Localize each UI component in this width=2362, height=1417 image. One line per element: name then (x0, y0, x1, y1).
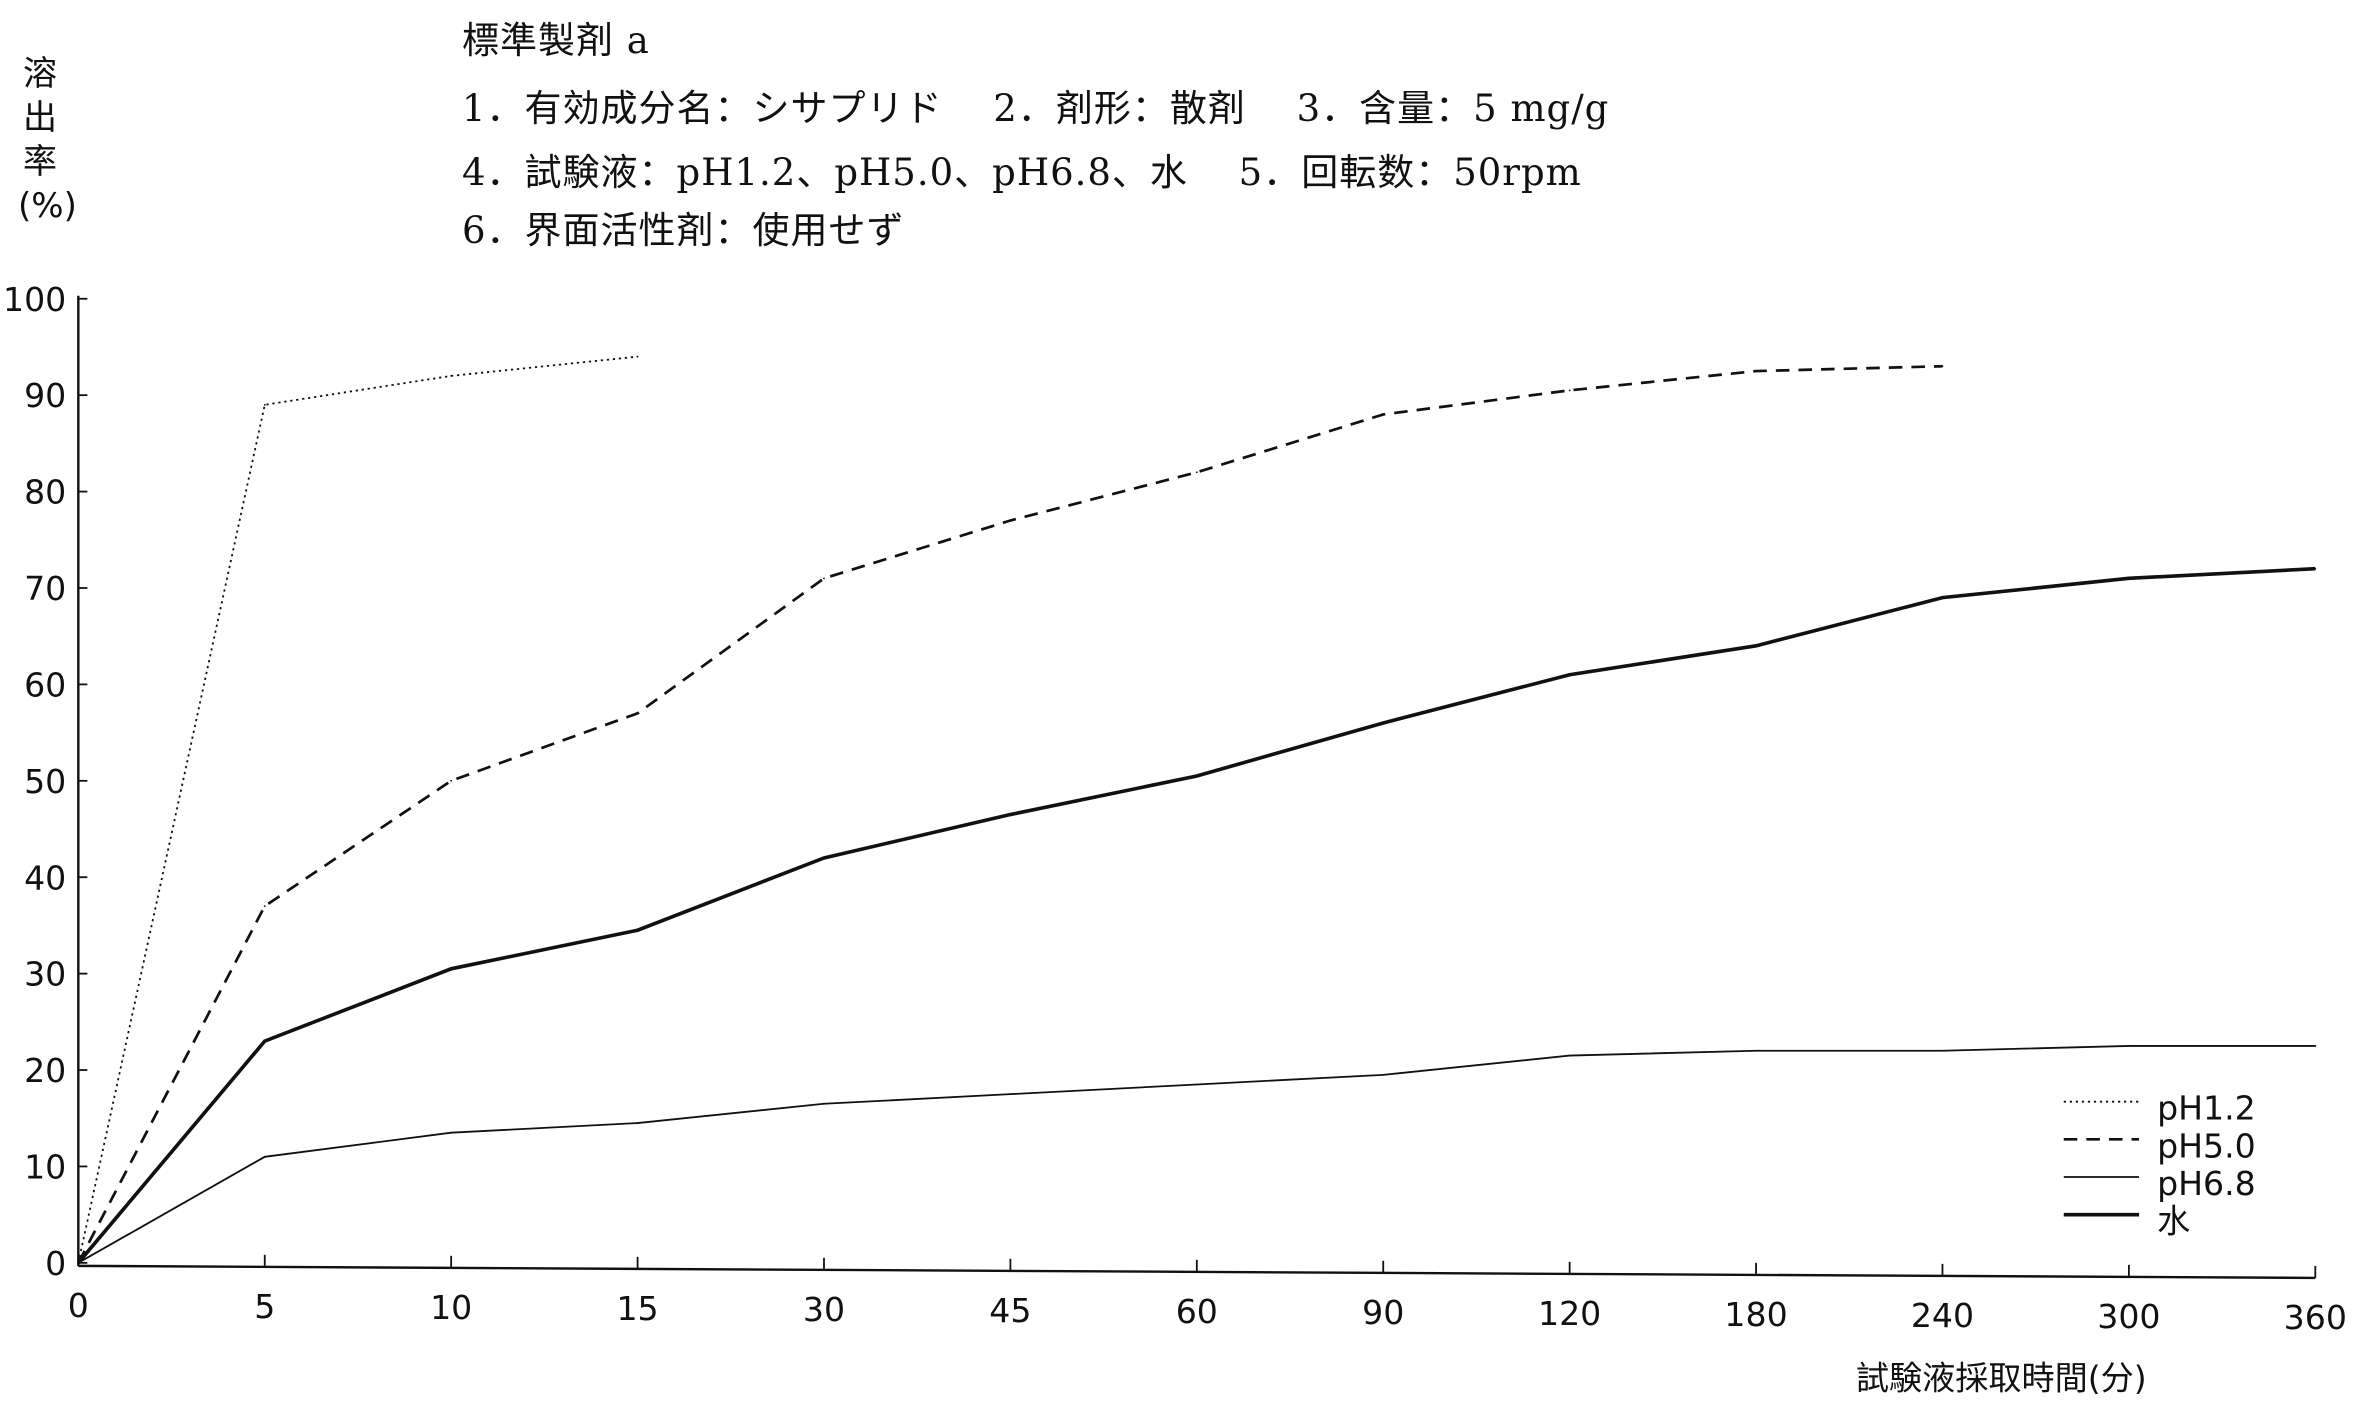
data-point (1382, 413, 1385, 416)
y-tick-label: 100 (3, 280, 66, 319)
x-tick-label: 45 (989, 1291, 1031, 1330)
y-tick-label: 10 (24, 1147, 66, 1186)
data-point (823, 857, 825, 859)
data-point (450, 1131, 453, 1134)
data-point (2314, 567, 2317, 570)
data-point (1195, 1083, 1198, 1086)
data-point (1568, 389, 1571, 392)
x-axis-label: 試験液採取時間(分) (1856, 1358, 2147, 1397)
data-point (636, 355, 639, 358)
x-tick-label: 120 (1538, 1294, 1601, 1333)
data-point (450, 374, 453, 377)
data-point (1755, 644, 1757, 647)
x-tick-label: 180 (1724, 1295, 1787, 1334)
y-tick-label: 0 (45, 1244, 66, 1283)
x-tick-label: 15 (616, 1289, 658, 1328)
y-tick-label: 50 (24, 762, 66, 801)
x-tick-label: 30 (803, 1290, 845, 1329)
y-tick-label: 80 (24, 473, 66, 512)
data-point (263, 1040, 266, 1043)
x-tick-label: 0 (68, 1286, 89, 1325)
x-tick-label: 90 (1362, 1293, 1404, 1332)
data-point (1382, 1073, 1385, 1076)
data-point (450, 779, 453, 782)
data-point (263, 1155, 266, 1158)
data-point (636, 1122, 639, 1124)
chart-title: 標準製剤 a (462, 19, 650, 62)
y-tick-label: 60 (24, 665, 66, 704)
legend-label: pH1.2 (2157, 1089, 2256, 1128)
data-point (1195, 471, 1198, 474)
data-point (1382, 722, 1385, 724)
x-tick-label: 5 (254, 1287, 275, 1326)
y-tick-label: 40 (24, 858, 66, 897)
data-point (450, 967, 453, 970)
data-point (1941, 596, 1944, 599)
data-point (1755, 370, 1757, 372)
header-line-3: 6．界面活性剤：使用せず (462, 209, 905, 252)
data-point (2127, 577, 2130, 580)
data-point (263, 905, 266, 908)
x-tick-label: 360 (2284, 1298, 2347, 1337)
data-point (2127, 1045, 2130, 1047)
x-tick-label: 10 (430, 1288, 472, 1327)
data-point (77, 1261, 80, 1264)
data-point (1195, 775, 1198, 777)
data-point (1941, 365, 1944, 368)
header-line-2: 4．試験液：pH1.2、pH5.0、pH6.8、水 5．回転数：50rpm (462, 151, 1582, 194)
x-tick-label: 60 (1176, 1292, 1218, 1331)
data-point (1941, 1049, 1944, 1052)
data-point (2314, 1045, 2317, 1047)
y-tick-label: 70 (24, 569, 66, 608)
header-line-1: 1．有効成分名：シサプリド 2．剤形：散剤 3．含量：5 mg/g (462, 87, 1610, 130)
data-point (1568, 1054, 1571, 1057)
data-point (263, 403, 266, 406)
y-tick-label: 20 (24, 1051, 66, 1090)
legend-label: pH6.8 (2157, 1164, 2256, 1203)
data-point (1009, 519, 1012, 522)
y-tick-label: 90 (24, 376, 66, 415)
legend-label: pH5.0 (2157, 1126, 2256, 1165)
data-point (1009, 1093, 1012, 1096)
data-point (636, 929, 639, 932)
x-tick-label: 240 (1911, 1296, 1974, 1335)
y-tick-label: 30 (24, 955, 66, 994)
data-point (1755, 1049, 1757, 1052)
series-line-pH6.8 (77, 1045, 2316, 1264)
x-tick-label: 300 (2097, 1297, 2160, 1336)
series-line-水 (76, 566, 2316, 1265)
legend-label: 水 (2157, 1202, 2190, 1241)
data-point (1009, 813, 1012, 816)
data-point (636, 712, 639, 715)
data-point (1568, 673, 1571, 676)
data-point (823, 577, 825, 580)
data-point (823, 1102, 825, 1105)
